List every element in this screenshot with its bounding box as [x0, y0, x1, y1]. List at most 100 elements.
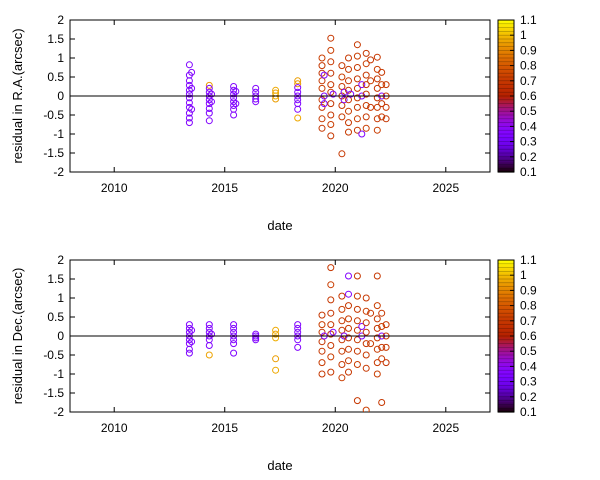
colorbar-segment [498, 264, 514, 267]
data-point [373, 359, 381, 367]
colorbar-segment [498, 108, 514, 111]
data-point [329, 328, 337, 336]
x-axis-label: date [267, 458, 292, 473]
data-point [327, 46, 335, 54]
data-point [327, 81, 335, 89]
colorbar-segment [498, 331, 514, 334]
data-point [318, 69, 326, 77]
data-point [373, 334, 381, 342]
colorbar-segment [498, 32, 514, 35]
data-point [373, 126, 381, 134]
y-tick-label: 0.5 [47, 310, 64, 324]
x-tick-label: 2020 [322, 421, 349, 435]
colorbar-segment [498, 51, 514, 55]
data-point [318, 338, 326, 346]
colorbar-segment [498, 322, 514, 325]
ra-residual-panel: 2010 2015 2020 2025 -2 -1.5 -1 -0.5 0 0.5 1 1.5 2 d… [10, 13, 537, 233]
colorbar-segment [498, 263, 514, 266]
data-point [230, 102, 238, 109]
data-point [378, 81, 386, 89]
data-point [338, 374, 346, 382]
colorbar-segment [498, 58, 514, 61]
colorbar-segment [498, 124, 514, 127]
data-point [362, 319, 370, 327]
y-tick-label: 0 [57, 329, 64, 343]
colorbar-tick-label: 0.8 [520, 299, 537, 313]
x-tick-label: 2010 [101, 181, 128, 195]
colorbar-segment [498, 267, 514, 270]
colorbar-segment [498, 408, 514, 412]
colorbar-segment [498, 80, 514, 83]
colorbar-tick-label: 0.6 [520, 89, 537, 103]
data-point [230, 111, 238, 119]
data-point [185, 99, 193, 107]
data-point [345, 345, 352, 353]
data-point [327, 353, 335, 361]
data-point [294, 324, 302, 332]
colorbar-segment [498, 291, 514, 295]
colorbar-segment [498, 290, 514, 293]
data-point [338, 83, 346, 90]
colorbar-segment [498, 345, 514, 348]
data-point [378, 100, 386, 108]
colorbar-segment [498, 354, 514, 357]
colorbar-segment [498, 374, 514, 377]
data-point [318, 328, 326, 336]
colorbar-segment [498, 392, 514, 395]
x-tick-label: 2025 [432, 181, 459, 195]
colorbar-segment [498, 346, 514, 349]
colorbar-segment [498, 106, 514, 109]
colorbar-segment [498, 26, 514, 29]
data-point [318, 62, 326, 70]
colorbar-segment [498, 73, 514, 76]
y-tick-label: -1 [53, 367, 64, 381]
colorbar-segment [498, 20, 514, 23]
colorbar-segment [498, 111, 514, 114]
data-point [208, 330, 215, 338]
data-point [294, 328, 302, 336]
colorbar-segment [498, 65, 514, 68]
colorbar-segment [498, 129, 514, 132]
colorbar-segment [498, 147, 514, 150]
data-point [252, 334, 260, 342]
y-tick-label: 1 [57, 291, 64, 305]
data-point [340, 88, 348, 96]
y-tick-label: 2 [57, 253, 64, 267]
x-tick-label: 2025 [432, 421, 459, 435]
y-tick-label: 1 [57, 51, 64, 65]
data-point [294, 77, 302, 85]
data-point [345, 54, 352, 62]
colorbar-segment [498, 141, 514, 144]
data-point [185, 328, 193, 336]
colorbar-segment [498, 381, 514, 384]
data-point [373, 103, 381, 111]
colorbar-segment [498, 85, 514, 88]
colorbar-segment [498, 284, 514, 287]
data-point [345, 128, 352, 136]
colorbar-tick-label: 0.6 [520, 329, 537, 343]
data-point [353, 52, 361, 60]
data-point [367, 309, 375, 317]
data-point [320, 100, 328, 108]
colorbar-tick-label: 0.8 [520, 59, 537, 73]
data-point [294, 343, 302, 351]
data-point [338, 102, 346, 109]
y-tick-label: 0.5 [47, 70, 64, 84]
data-point [367, 56, 375, 64]
colorbar-segment [498, 401, 514, 404]
data-point [185, 61, 193, 69]
colorbar-segment [498, 103, 514, 106]
colorbar-segment [498, 143, 514, 146]
colorbar-segment [498, 89, 514, 93]
colorbar-segment [498, 305, 514, 308]
data-point [205, 109, 213, 117]
data-point [367, 103, 375, 111]
colorbar-segment [498, 102, 514, 105]
data-point [327, 281, 335, 289]
data-point [362, 102, 370, 109]
data-point [338, 317, 346, 325]
colorbar-segment [498, 314, 514, 317]
colorbar-segment [498, 293, 514, 296]
data-point [294, 105, 302, 113]
